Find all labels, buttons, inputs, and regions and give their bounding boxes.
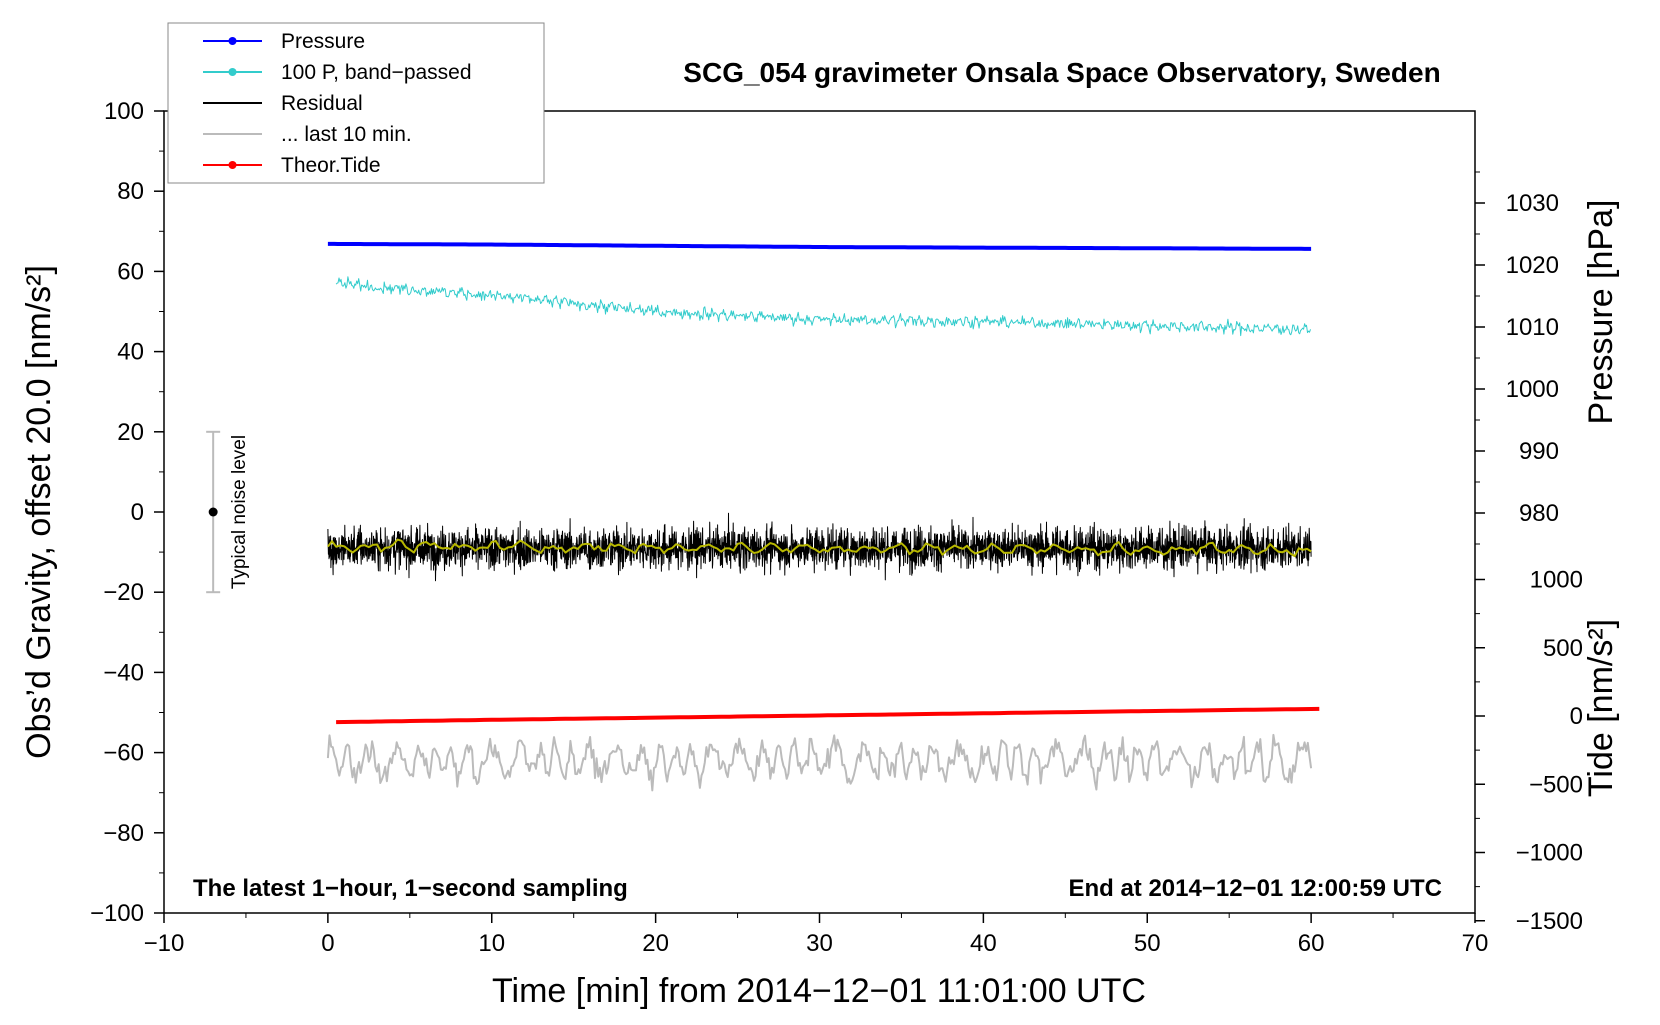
x-tick-label: 30 bbox=[806, 930, 833, 957]
x-tick-label: 20 bbox=[642, 930, 669, 957]
legend-label: Pressure bbox=[281, 30, 365, 53]
y-tick-label-left: −100 bbox=[90, 900, 144, 927]
y-tick-label-left: −80 bbox=[103, 820, 144, 847]
y-tick-label-left: −40 bbox=[103, 659, 144, 686]
tide-tick-label: 0 bbox=[1570, 703, 1583, 730]
series-last-10-min bbox=[326, 733, 1313, 792]
pressure-tick-label: 1010 bbox=[1506, 314, 1559, 341]
tide-tick-label: −500 bbox=[1529, 771, 1583, 798]
y-axis-label-pressure: Pressure [hPa] bbox=[1582, 200, 1620, 425]
y-tick-label-left: 40 bbox=[117, 339, 144, 366]
legend-swatch-dot bbox=[228, 161, 237, 169]
legend-swatch-dot bbox=[228, 37, 237, 45]
y-tick-label-left: 0 bbox=[131, 499, 144, 526]
pressure-tick-label: 990 bbox=[1519, 438, 1559, 465]
legend: Pressure 100 P, band−passed Residual ... la… bbox=[167, 22, 545, 184]
chart-title: SCG_054 gravimeter Onsala Space Observat… bbox=[683, 57, 1440, 88]
tide-tick-label: −1000 bbox=[1516, 840, 1583, 867]
x-tick-label: 50 bbox=[1134, 930, 1161, 957]
x-tick-label: −10 bbox=[144, 930, 185, 957]
y-tick-label-left: −60 bbox=[103, 740, 144, 767]
y-tick-label-left: 100 bbox=[104, 98, 144, 125]
tide-tick-label: 500 bbox=[1543, 635, 1583, 662]
noise-bar-center-dot bbox=[208, 507, 218, 517]
legend-label: Theor.Tide bbox=[281, 154, 381, 177]
legend-swatch-dot bbox=[228, 68, 237, 76]
pressure-tick-label: 1020 bbox=[1506, 252, 1559, 279]
series-residual-smoothed bbox=[327, 538, 1312, 558]
x-tick-label: 0 bbox=[321, 930, 334, 957]
pressure-tick-label: 1030 bbox=[1506, 190, 1559, 217]
tide-tick-label: 1000 bbox=[1530, 567, 1583, 594]
legend-label: Residual bbox=[281, 92, 363, 115]
y-axis-label-left: Obs’d Gravity, offset 20.0 [nm/s²] bbox=[20, 265, 58, 759]
series-layer bbox=[326, 241, 1320, 792]
noise-bar-label: Typical noise level bbox=[229, 435, 250, 589]
x-axis-label: Time [min] from 2014−12−01 11:01:00 UTC bbox=[492, 972, 1146, 1010]
series-pressure bbox=[327, 241, 1312, 251]
axes-layer: −10 0 10 20 30 40 50 60 70−100−80−60−40−20020406… bbox=[90, 98, 1583, 957]
x-tick-label: 40 bbox=[970, 930, 997, 957]
y-tick-label-left: 80 bbox=[117, 178, 144, 205]
pressure-tick-label: 1000 bbox=[1506, 376, 1559, 403]
x-tick-label: 70 bbox=[1462, 930, 1489, 957]
footer-right-note: End at 2014−12−01 12:00:59 UTC bbox=[1068, 875, 1442, 902]
pressure-tick-label: 980 bbox=[1519, 500, 1559, 527]
y-tick-label-left: −20 bbox=[103, 579, 144, 606]
y-tick-label-left: 20 bbox=[117, 419, 144, 446]
series-theor-tide bbox=[336, 706, 1320, 725]
y-axis-label-tide: Tide [nm/s²] bbox=[1582, 619, 1620, 797]
tide-tick-label: −1500 bbox=[1516, 908, 1583, 935]
y-tick-label-left: 60 bbox=[117, 258, 144, 285]
legend-label: 100 P, band−passed bbox=[281, 61, 472, 84]
legend-label: ... last 10 min. bbox=[281, 123, 412, 146]
series-residual bbox=[327, 512, 1312, 582]
series-100p-band-passed bbox=[335, 276, 1311, 337]
x-tick-label: 10 bbox=[478, 930, 505, 957]
noise-level-indicator: Typical noise level bbox=[206, 430, 250, 594]
x-tick-label: 60 bbox=[1298, 930, 1325, 957]
footer-left-note: The latest 1−hour, 1−second sampling bbox=[193, 875, 628, 902]
